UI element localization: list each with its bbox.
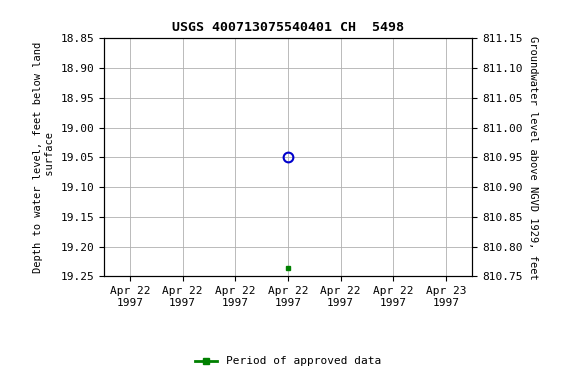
Y-axis label: Groundwater level above NGVD 1929, feet: Groundwater level above NGVD 1929, feet — [528, 36, 538, 279]
Title: USGS 400713075540401 CH  5498: USGS 400713075540401 CH 5498 — [172, 22, 404, 35]
Y-axis label: Depth to water level, feet below land
 surface: Depth to water level, feet below land su… — [33, 42, 55, 273]
Legend: Period of approved data: Period of approved data — [191, 352, 385, 371]
